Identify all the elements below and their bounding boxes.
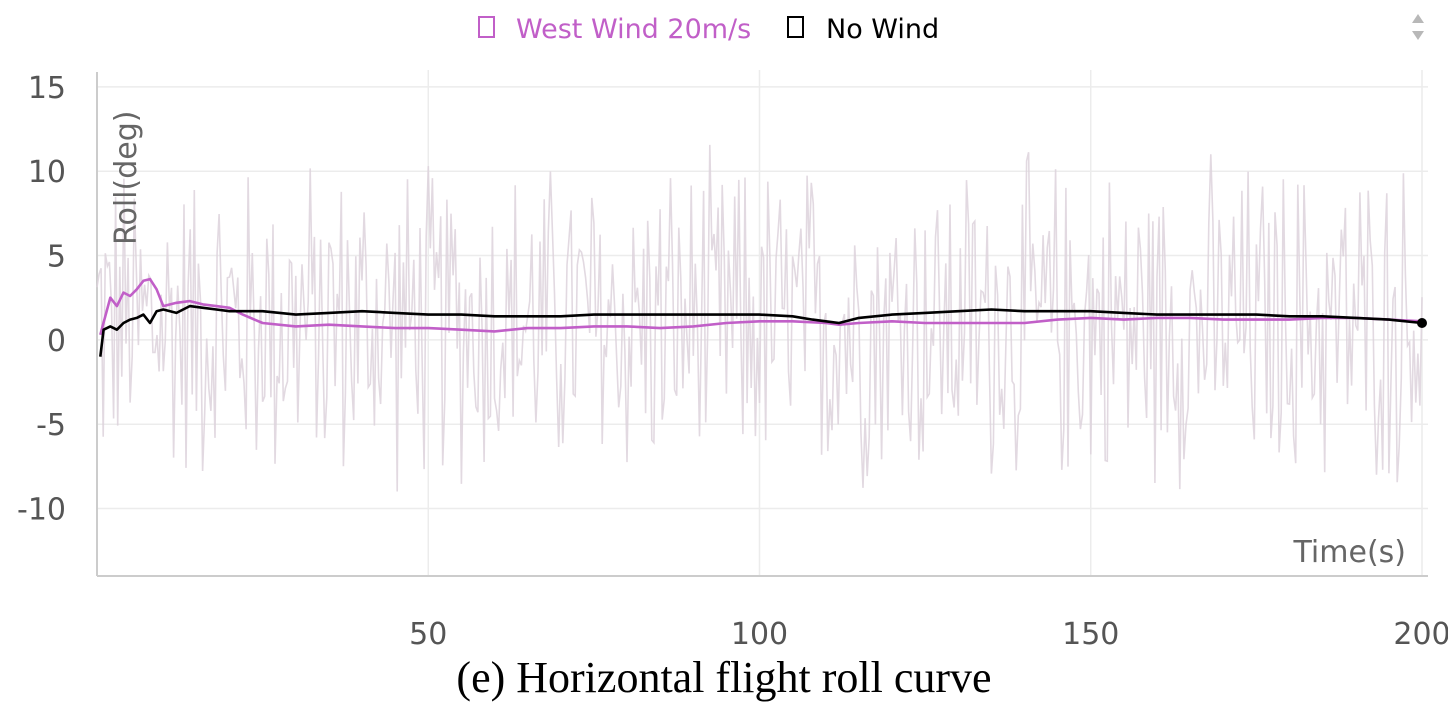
y-tick-label: 0 — [47, 324, 66, 359]
legend-swatch-no-wind[interactable] — [787, 16, 804, 38]
legend-label-west-wind[interactable]: West Wind 20m/s — [516, 14, 751, 45]
axes — [96, 72, 1428, 577]
legend-scroll-arrows-icon[interactable] — [1412, 14, 1424, 40]
y-tick-label: -5 — [36, 408, 66, 443]
raw-noise-series — [96, 144, 1423, 492]
x-tick-label: 150 — [1062, 617, 1119, 652]
no-wind-line — [99, 304, 1423, 357]
no-wind-end-point — [1417, 318, 1427, 328]
raw-noise-line — [96, 144, 1423, 492]
y-tick-label: 15 — [28, 71, 66, 106]
y-axis-label: Roll(deg) — [109, 111, 144, 245]
figure-caption: (e) Horizontal flight roll curve — [456, 653, 992, 702]
x-axis-label: Time(s) — [1293, 535, 1406, 570]
y-tick-labels: 15 10 5 0 -5 -10 — [17, 71, 66, 528]
series-lines — [99, 277, 1427, 357]
west-wind-line — [99, 277, 1423, 336]
x-tick-label: 200 — [1393, 617, 1448, 652]
x-tick-label: 100 — [731, 617, 788, 652]
x-tick-label: 50 — [409, 617, 447, 652]
x-tick-labels: 50 100 150 200 — [409, 617, 1448, 652]
legend-label-no-wind[interactable]: No Wind — [826, 14, 939, 45]
y-tick-label: 10 — [28, 155, 66, 190]
y-tick-label: -10 — [17, 493, 66, 528]
legend: West Wind 20m/s No Wind — [478, 14, 939, 45]
y-tick-label: 5 — [47, 240, 66, 275]
legend-swatch-west-wind[interactable] — [478, 16, 495, 38]
